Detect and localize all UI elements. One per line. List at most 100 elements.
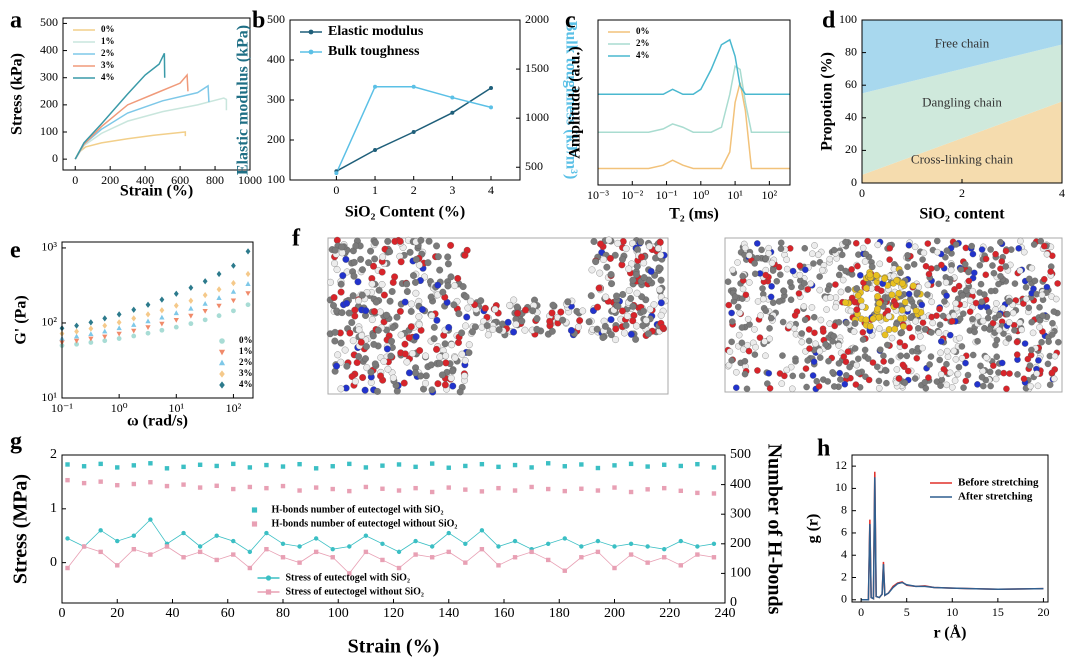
atom <box>842 267 849 275</box>
atom <box>657 276 665 284</box>
atom <box>807 280 814 288</box>
x-tick-label: 0 <box>858 605 864 619</box>
atom <box>546 317 554 325</box>
atom <box>925 374 932 381</box>
atom <box>904 252 911 259</box>
atom <box>813 378 821 385</box>
atom <box>1033 290 1040 298</box>
atom <box>348 373 356 381</box>
atom <box>898 306 906 314</box>
atom <box>858 303 866 310</box>
atom <box>835 319 843 326</box>
area-label: Free chain <box>935 35 990 50</box>
marker <box>429 461 435 466</box>
marker <box>446 485 451 490</box>
marker <box>102 334 108 340</box>
atom <box>334 351 342 359</box>
marker <box>479 546 485 552</box>
marker <box>678 463 683 469</box>
frame <box>62 17 251 171</box>
atom <box>865 376 873 384</box>
marker <box>595 488 601 493</box>
line <box>861 477 1044 601</box>
atom <box>343 299 351 307</box>
atom <box>801 280 808 287</box>
atom <box>522 306 529 314</box>
atom <box>1011 280 1019 287</box>
atom <box>935 280 942 288</box>
atom <box>638 293 646 301</box>
y-tick-label: 40 <box>845 110 857 124</box>
atom <box>941 298 948 305</box>
atom <box>937 382 944 389</box>
atom <box>442 352 450 360</box>
atom <box>743 385 751 393</box>
atom <box>433 316 441 324</box>
atom <box>908 334 916 341</box>
atom <box>801 245 808 252</box>
atom <box>897 269 904 277</box>
atom <box>548 309 556 317</box>
marker <box>562 536 567 541</box>
atom <box>830 246 838 254</box>
x-tick-label: 10⁰ <box>692 188 709 202</box>
atom <box>1028 318 1035 326</box>
atom <box>1006 297 1013 305</box>
atom <box>762 271 769 279</box>
atom <box>401 340 409 348</box>
atom <box>987 246 994 253</box>
atom <box>378 281 386 288</box>
atom <box>864 237 871 245</box>
marker <box>662 555 667 560</box>
atom <box>766 325 773 332</box>
marker <box>115 538 120 544</box>
marker <box>219 381 225 389</box>
atom <box>997 272 1004 280</box>
x-tick-label: 20 <box>110 606 124 621</box>
atom <box>603 263 611 271</box>
atom <box>434 380 442 388</box>
atom <box>789 385 796 393</box>
atom <box>843 319 850 327</box>
marker <box>711 465 717 470</box>
atom <box>614 302 622 310</box>
line <box>74 73 189 160</box>
atom <box>758 246 765 254</box>
marker <box>463 541 468 546</box>
atom <box>729 318 736 325</box>
atom <box>884 341 891 349</box>
atom <box>921 326 929 333</box>
atom <box>883 379 890 387</box>
atom <box>853 285 861 292</box>
atom <box>1004 310 1011 318</box>
atom <box>506 301 514 309</box>
legend-label: 2% <box>636 38 650 48</box>
legend-label: Elastic modulus <box>328 24 424 39</box>
marker <box>214 463 219 469</box>
marker <box>373 84 378 89</box>
marker <box>131 463 137 468</box>
marker <box>546 541 551 546</box>
atom <box>971 328 978 336</box>
atom <box>835 360 843 367</box>
atom <box>1026 362 1034 369</box>
atom <box>929 319 936 327</box>
atom <box>733 384 740 391</box>
marker <box>562 464 567 469</box>
marker <box>546 557 551 563</box>
plot-area <box>74 52 228 160</box>
atom <box>576 317 584 325</box>
atom <box>810 260 817 267</box>
marker <box>313 485 319 490</box>
atom <box>1000 369 1007 377</box>
snapshot-frame <box>327 237 669 395</box>
legend-label: 0% <box>101 24 115 34</box>
atom <box>725 301 733 309</box>
atom <box>854 292 862 299</box>
atom <box>968 242 975 250</box>
atom <box>741 370 749 378</box>
atom <box>962 359 969 367</box>
atom <box>951 286 958 293</box>
marker <box>181 482 186 487</box>
line <box>67 518 715 553</box>
